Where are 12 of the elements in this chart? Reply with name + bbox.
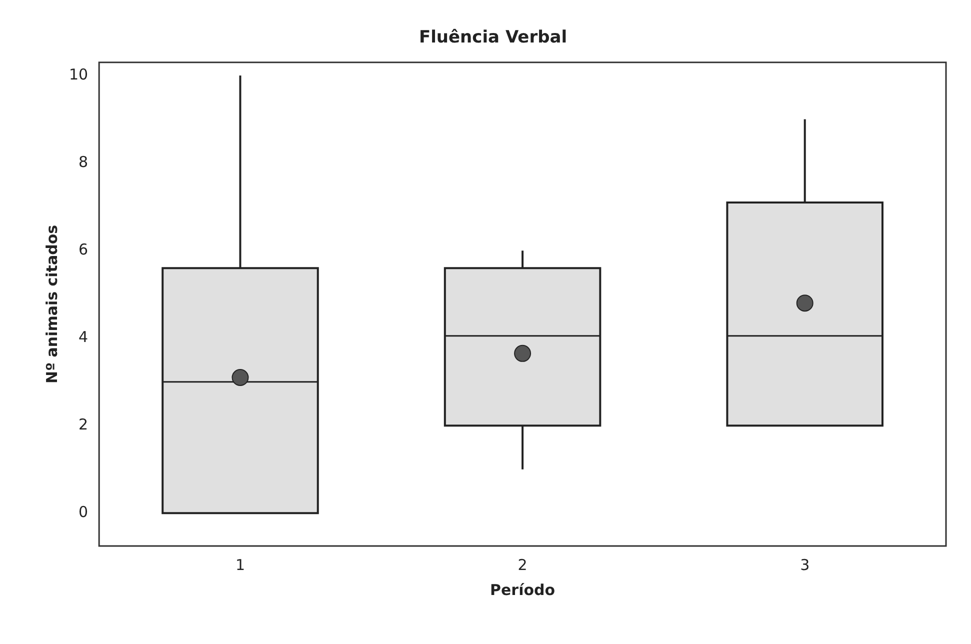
x-tick-label: 2 (518, 556, 528, 574)
y-tick-label: 6 (78, 240, 88, 258)
y-axis-title: Nº animais citados (42, 224, 61, 384)
y-tick-label: 2 (78, 416, 88, 434)
x-tick-label: 1 (235, 556, 246, 574)
y-tick-label: 0 (78, 503, 88, 522)
y-tick-label: 4 (78, 328, 88, 346)
chart-title: Fluência Verbal (418, 28, 568, 48)
x-tick-label: 3 (800, 556, 810, 574)
y-tick-label: 10 (68, 65, 88, 84)
y-tick-label: 8 (78, 152, 88, 171)
x-axis-title: Período (490, 580, 556, 599)
